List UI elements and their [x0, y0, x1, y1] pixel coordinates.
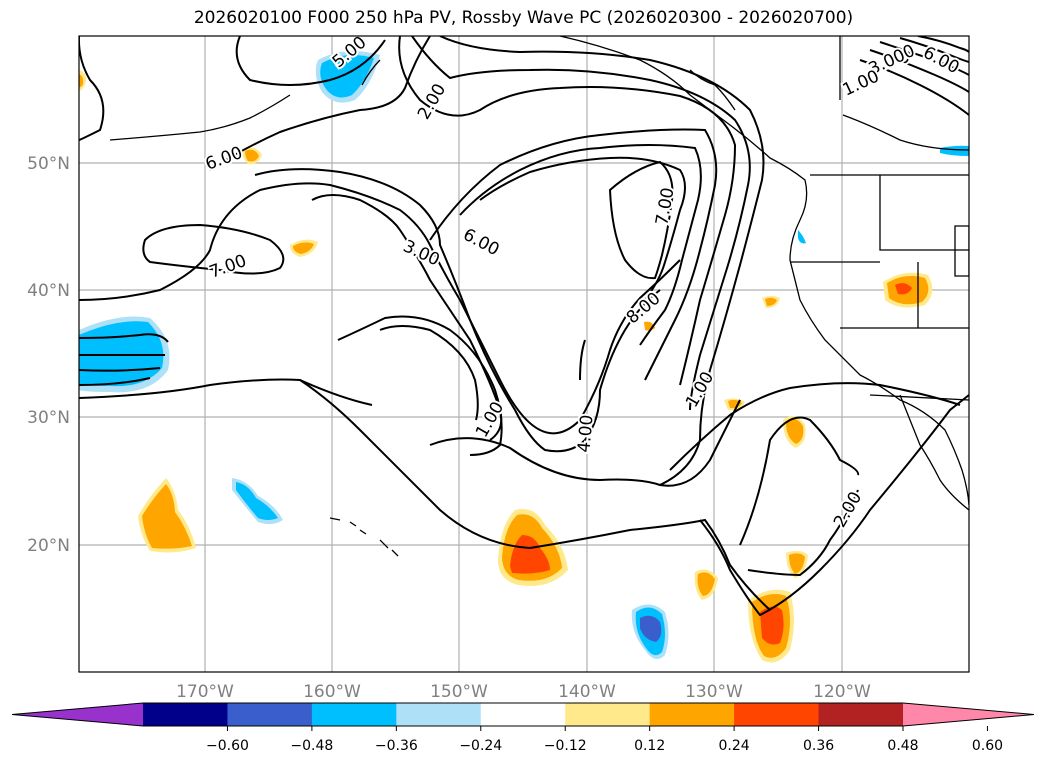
- map-title: 2026020100 F000 250 hPa PV, Rossby Wave …: [193, 8, 854, 28]
- colorbar-segment: [818, 703, 904, 726]
- colorbar-tick-label: −0.48: [290, 738, 333, 754]
- lon-label: 120°W: [813, 682, 871, 702]
- colorbar-segment: [227, 703, 313, 726]
- lat-label: 30°N: [27, 408, 70, 428]
- colorbar-segment: [649, 703, 735, 726]
- lat-label: 40°N: [27, 281, 70, 301]
- colorbar-segment: [143, 703, 228, 726]
- lon-label: 150°W: [430, 682, 488, 702]
- lon-label: 160°W: [303, 682, 361, 702]
- lat-label: 20°N: [27, 536, 70, 556]
- colorbar-tick-label: −0.24: [459, 738, 502, 754]
- colorbar-outline: [11, 702, 1035, 727]
- lat-label: 50°N: [27, 154, 70, 174]
- lon-label: 130°W: [685, 682, 743, 702]
- contour-label: 4.00: [574, 414, 597, 453]
- map-frame: [78, 35, 970, 673]
- colorbar: −0.60 −0.48 −0.36 −0.24 −0.12 0.12 0.24 0.36 0.4…: [11, 702, 1035, 754]
- colorbar-tick-label: 0.24: [719, 738, 750, 754]
- longitude-labels: 170°W 160°W 150°W 140°W 130°W 120°W: [176, 682, 871, 702]
- colorbar-tick-label: 0.12: [634, 738, 665, 754]
- lon-label: 170°W: [176, 682, 234, 702]
- latitude-labels: 50°N 40°N 30°N 20°N: [27, 154, 70, 556]
- colorbar-tick-label: 0.48: [887, 738, 918, 754]
- colorbar-segment: [12, 703, 143, 726]
- colorbar-segment: [396, 703, 482, 726]
- colorbar-segment: [903, 703, 1034, 726]
- colorbar-tick-label: 0.36: [803, 738, 834, 754]
- blue-anomaly-ne: [940, 145, 969, 156]
- colorbar-tick-label: −0.12: [544, 738, 587, 754]
- pv-contours: [79, 36, 969, 617]
- colorbar-segment: [565, 703, 651, 726]
- colorbar-segment: [734, 703, 820, 726]
- colorbar-segment: [480, 703, 566, 726]
- colorbar-tick-label: 0.60: [972, 738, 1003, 754]
- colorbar-tick-label: −0.60: [206, 738, 249, 754]
- colorbar-segment: [311, 703, 397, 726]
- colorbar-tick-label: −0.36: [375, 738, 418, 754]
- lon-label: 140°W: [558, 682, 616, 702]
- coastlines: [109, 36, 969, 557]
